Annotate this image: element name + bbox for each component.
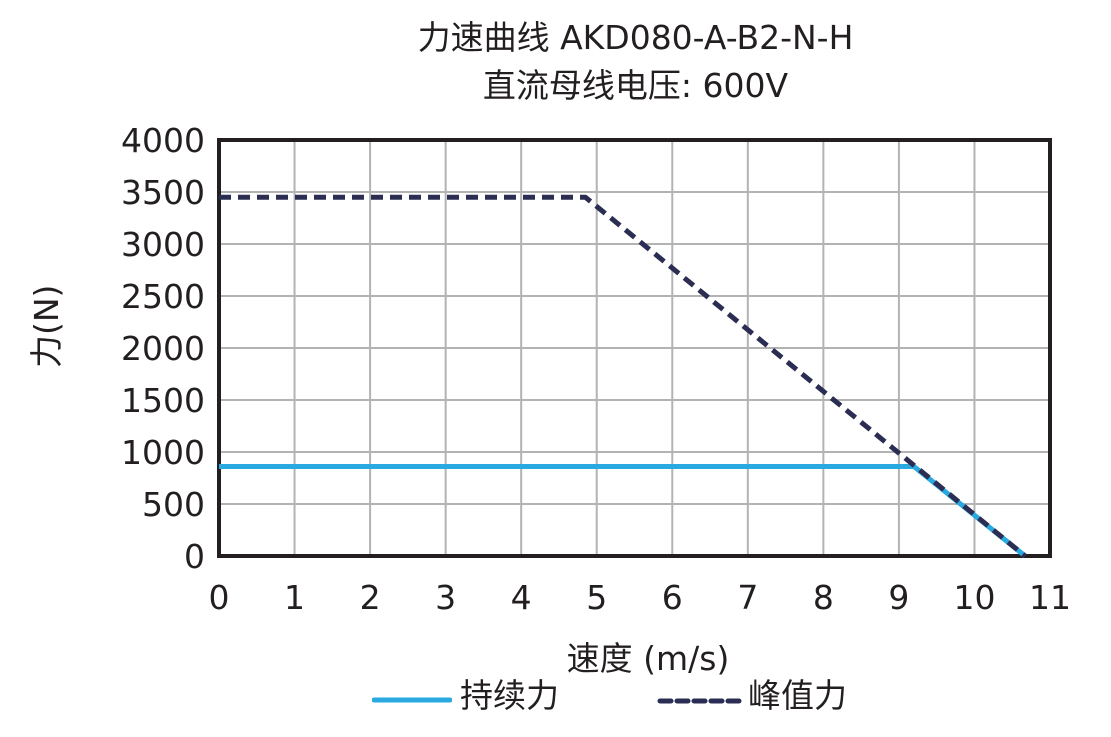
x-tick-label: 11 [1029, 578, 1071, 617]
y-tick-label: 4000 [121, 121, 205, 160]
x-tick-label: 6 [662, 578, 683, 617]
y-tick-label: 1500 [121, 381, 205, 420]
y-tick-label: 2500 [121, 277, 205, 316]
x-tick-label: 2 [360, 578, 381, 617]
continuous-force-line [219, 464, 1027, 558]
x-tick-label: 9 [888, 578, 909, 617]
x-tick-label: 1 [284, 578, 305, 617]
legend-dashed-line-icon [657, 698, 745, 704]
x-tick-label: 0 [209, 578, 230, 617]
legend-solid-line-icon [372, 697, 452, 703]
x-tick-label: 10 [953, 578, 995, 617]
x-axis-label: 速度 (m/s) [566, 639, 730, 678]
x-tick-label: 4 [511, 578, 532, 617]
chart-title: 力速曲线 AKD080-A-B2-N-H [417, 18, 854, 57]
y-tick-label: 3500 [121, 173, 205, 212]
y-tick-label: 0 [184, 537, 205, 576]
y-axis-label: 力(N) [27, 284, 66, 368]
y-tick-label: 2000 [121, 329, 205, 368]
x-tick-label: 5 [586, 578, 607, 617]
peak-force-line [219, 194, 1027, 558]
y-tick-label: 1000 [121, 433, 205, 472]
x-tick-label: 8 [813, 578, 834, 617]
x-tick-label: 3 [435, 578, 456, 617]
legend-continuous-label: 持续力 [460, 676, 559, 715]
chart-subtitle: 直流母线电压: 600V [482, 66, 789, 105]
y-tick-label: 3000 [121, 225, 205, 264]
y-tick-label: 500 [142, 485, 205, 524]
legend-peak-label: 峰值力 [748, 676, 847, 715]
plot-frame [217, 138, 1052, 558]
x-tick-label: 7 [737, 578, 758, 617]
